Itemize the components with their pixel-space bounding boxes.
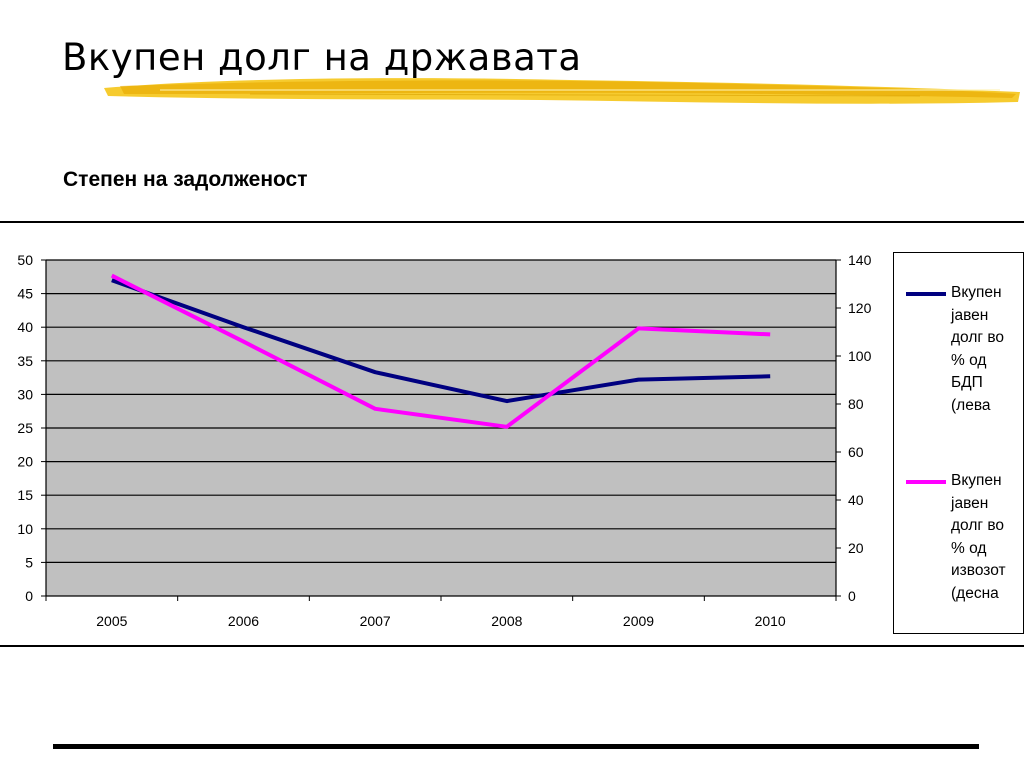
- left-axis-ticks: 0 5 10 15 20 25 30 35 40 45 50: [17, 252, 46, 604]
- right-tick-label: 40: [848, 492, 864, 508]
- x-tick-label: 2007: [360, 613, 391, 629]
- legend-label-right-series: Вкупен јавен долг во % од извозот (десна: [951, 472, 1006, 602]
- footer-bar: [53, 744, 979, 749]
- left-tick-label: 35: [17, 353, 33, 369]
- right-tick-label: 20: [848, 540, 864, 556]
- x-tick-label: 2010: [755, 613, 786, 629]
- x-axis-ticks: 2005 2006 2007 2008 2009 2010: [45, 596, 837, 629]
- right-tick-label: 100: [848, 348, 872, 364]
- right-tick-label: 60: [848, 444, 864, 460]
- left-tick-label: 50: [17, 252, 33, 268]
- series-lines: [110, 273, 771, 429]
- top-divider: [0, 221, 1024, 223]
- legend-swatch-left-series: [906, 292, 946, 296]
- bottom-divider: [0, 645, 1024, 647]
- left-tick-label: 20: [17, 454, 33, 470]
- left-tick-label: 10: [17, 521, 33, 537]
- legend-swatch-right-series: [906, 480, 946, 484]
- left-tick-label: 0: [25, 588, 33, 604]
- left-tick-label: 25: [17, 420, 33, 436]
- series-line-debt-pct-gdp: [111, 278, 771, 404]
- chart-subtitle: Степен на задолженост: [63, 168, 308, 191]
- right-tick-label: 120: [848, 300, 872, 316]
- gridlines: [46, 259, 836, 563]
- x-tick-label: 2009: [623, 613, 654, 629]
- legend-label-left-series: Вкупен јавен долг во % од БДП (лева: [951, 284, 1005, 414]
- right-tick-label: 80: [848, 396, 864, 412]
- right-tick-label: 140: [848, 252, 872, 268]
- left-tick-label: 30: [17, 386, 33, 402]
- x-tick-label: 2005: [96, 613, 127, 629]
- x-tick-label: 2008: [491, 613, 522, 629]
- yellow-brush-stroke-decoration: [104, 78, 1020, 104]
- right-axis-ticks: 0 20 40 60 80 100 120 140: [836, 252, 872, 604]
- series-line-debt-pct-exports: [110, 273, 771, 429]
- chart-legend: Вкупен јавен долг во % од БДП (лева Вкуп…: [893, 252, 1024, 634]
- left-tick-label: 5: [25, 554, 33, 570]
- right-tick-label: 0: [848, 588, 856, 604]
- left-tick-label: 45: [17, 286, 33, 302]
- x-tick-label: 2006: [228, 613, 259, 629]
- left-tick-label: 15: [17, 487, 33, 503]
- slide-title: Вкупен долг на државата: [62, 36, 582, 79]
- left-tick-label: 40: [17, 319, 33, 335]
